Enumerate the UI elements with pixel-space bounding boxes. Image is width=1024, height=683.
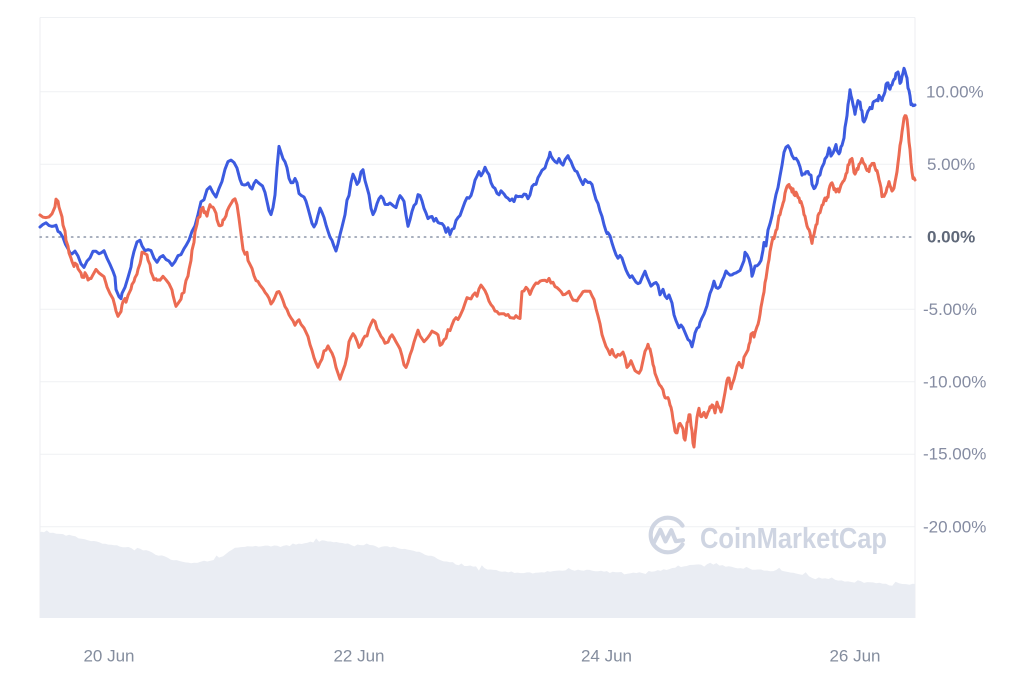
svg-text:-5.00%: -5.00% — [923, 300, 977, 319]
svg-text:20 Jun: 20 Jun — [83, 647, 134, 666]
svg-text:5.00%: 5.00% — [927, 155, 975, 174]
svg-text:10.00%: 10.00% — [926, 82, 984, 101]
svg-text:-20.00%: -20.00% — [923, 517, 986, 536]
svg-text:CoinMarketCap: CoinMarketCap — [700, 523, 887, 555]
svg-text:24 Jun: 24 Jun — [581, 647, 632, 666]
svg-text:0.00%: 0.00% — [927, 227, 975, 246]
svg-text:22 Jun: 22 Jun — [333, 647, 384, 666]
svg-text:-10.00%: -10.00% — [923, 372, 986, 391]
svg-text:26 Jun: 26 Jun — [829, 647, 880, 666]
svg-text:-15.00%: -15.00% — [923, 444, 986, 463]
